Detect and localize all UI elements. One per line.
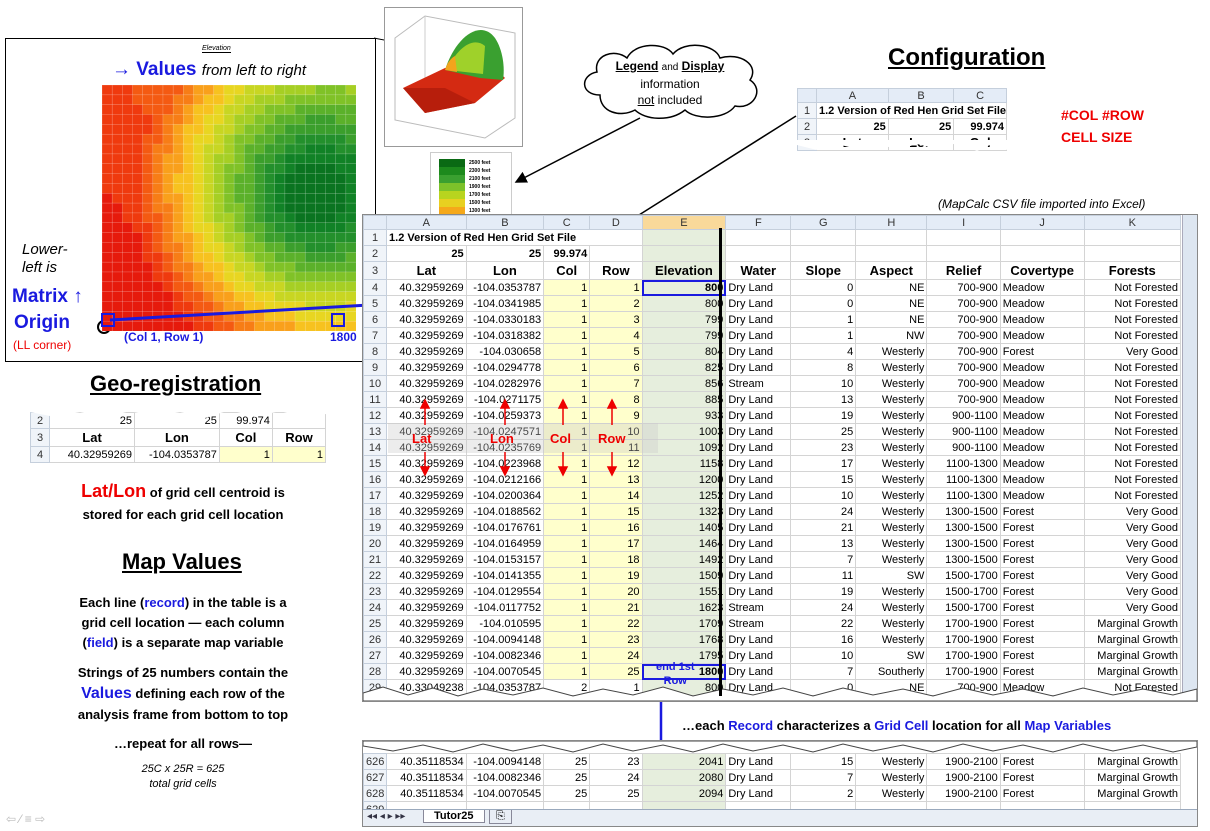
cell[interactable]: Dry Land (726, 754, 791, 770)
total-cells-note: 25C x 25R = 625 total grid cells (20, 762, 346, 792)
cell[interactable]: 25 (544, 754, 590, 770)
cell[interactable]: 25 (544, 786, 590, 802)
strings-desc: Strings of 25 numbers contain the Values… (20, 662, 346, 725)
map-values-desc: Each line (record) in the table is a gri… (20, 593, 346, 653)
cell[interactable]: Dry Land (726, 786, 791, 802)
cell[interactable]: Dry Land (726, 770, 791, 786)
cell[interactable]: 25 (590, 786, 642, 802)
cell[interactable]: 2041 (642, 754, 726, 770)
row-header[interactable]: 628 (364, 786, 387, 802)
cell[interactable]: 7 (791, 770, 856, 786)
cell[interactable]: 2094 (642, 786, 726, 802)
new-sheet-tab-icon[interactable]: ⎘ (489, 810, 512, 824)
cell[interactable]: 40.35118534 (387, 786, 467, 802)
cell[interactable]: -104.0094148 (466, 754, 544, 770)
map-values-title: Map Values (122, 549, 242, 575)
tab-nav-arrows-icon[interactable]: ◂◂ ◂ ▸ ▸▸ (367, 811, 405, 822)
table-row: 626 40.35118534 -104.0094148 25 23 2041 Dry La… (364, 754, 1181, 770)
cell[interactable]: 15 (791, 754, 856, 770)
cell[interactable]: -104.0082346 (466, 770, 544, 786)
end-first-row-note: end 1st Row (656, 660, 695, 688)
record-note: …each Record characterizes a Grid Cell l… (682, 718, 1111, 733)
cell[interactable]: Marginal Growth (1084, 770, 1180, 786)
cell[interactable]: 2080 (642, 770, 726, 786)
spreadsheet-bottom-excerpt: 626 40.35118534 -104.0094148 25 23 2041 Dry La… (362, 740, 1198, 827)
georeg-excerpt: 2 25 25 99.974 3 Lat Lon Col Row 4 40.32959269 -1… (30, 412, 326, 470)
cell[interactable]: Marginal Growth (1084, 786, 1180, 802)
cell[interactable]: Forest (1000, 786, 1084, 802)
cell[interactable]: 23 (590, 754, 642, 770)
cell[interactable]: 24 (590, 770, 642, 786)
elevation-column-divider (719, 228, 722, 696)
cell[interactable]: 1900-2100 (927, 770, 1000, 786)
cell[interactable]: Westerly (856, 770, 927, 786)
cell[interactable]: 40.35118534 (387, 754, 467, 770)
cell[interactable]: Westerly (856, 786, 927, 802)
slide-nav-icons[interactable]: ⇦ ⁄ ≡ ⇨ (6, 812, 45, 826)
table-row: 627 40.35118534 -104.0082346 25 24 2080 Dry La… (364, 770, 1181, 786)
georeg-desc: Lat/Lon of grid cell centroid is stored … (18, 480, 348, 526)
georeg-title: Geo-registration (90, 371, 261, 397)
table-row: 628 40.35118534 -104.0070545 25 25 2094 Dry La… (364, 786, 1181, 802)
cell[interactable]: Marginal Growth (1084, 754, 1180, 770)
tab-tutor25[interactable]: Tutor25 (423, 810, 485, 823)
repeat-note: …repeat for all rows— (20, 736, 346, 751)
cell[interactable]: 1900-2100 (927, 786, 1000, 802)
cell[interactable]: Westerly (856, 754, 927, 770)
cell[interactable]: Forest (1000, 754, 1084, 770)
row-header[interactable]: 626 (364, 754, 387, 770)
cell[interactable]: -104.0070545 (466, 786, 544, 802)
cell[interactable]: 1900-2100 (927, 754, 1000, 770)
cell[interactable]: Forest (1000, 770, 1084, 786)
cell[interactable]: 40.35118534 (387, 770, 467, 786)
row-header[interactable]: 627 (364, 770, 387, 786)
sheet-tab-bar: ◂◂ ◂ ▸ ▸▸ Tutor25 ⎘ (363, 809, 1197, 826)
cell[interactable]: 25 (544, 770, 590, 786)
cell[interactable]: 2 (791, 786, 856, 802)
